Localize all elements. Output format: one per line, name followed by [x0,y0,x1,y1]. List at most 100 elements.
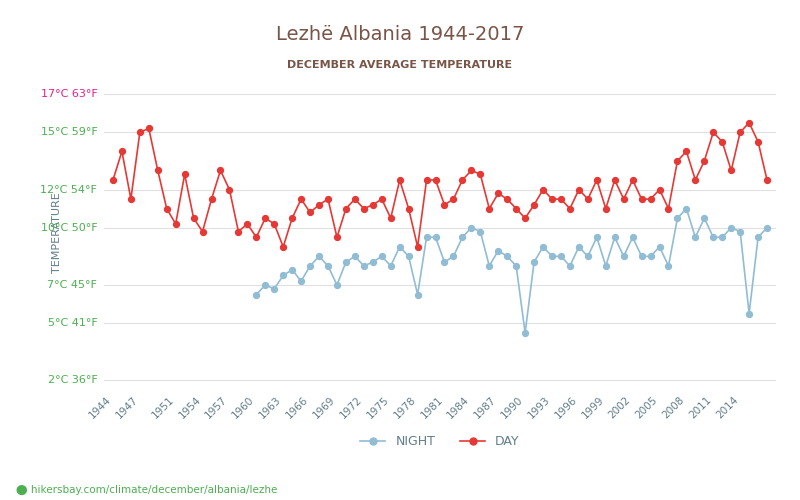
Point [742,310,755,318]
Point [501,195,514,203]
Point [680,148,693,156]
Point [170,220,182,228]
Point [259,214,272,222]
Point [608,234,621,241]
Point [322,195,334,203]
Text: 12°C 54°F: 12°C 54°F [41,184,98,194]
Point [510,262,522,270]
Text: 15°C 59°F: 15°C 59°F [41,128,98,138]
Point [259,281,272,289]
Point [241,220,254,228]
Point [573,243,586,251]
Point [313,201,326,209]
Point [277,243,290,251]
Point [178,170,191,178]
Point [214,166,227,174]
Point [223,186,236,194]
Point [286,214,298,222]
Point [635,195,648,203]
Point [205,195,218,203]
Point [160,204,173,212]
Point [671,214,684,222]
Point [644,252,657,260]
Point [492,190,505,198]
Point [734,228,746,235]
Point [742,118,755,126]
Point [339,204,352,212]
Point [447,195,460,203]
Text: 17°C 63°F: 17°C 63°F [41,89,98,99]
Point [474,170,486,178]
Point [510,204,522,212]
Point [366,258,379,266]
Point [582,252,594,260]
Point [653,186,666,194]
Point [286,266,298,274]
Point [680,204,693,212]
Point [447,252,460,260]
Text: 2°C 36°F: 2°C 36°F [47,376,98,386]
Point [689,176,702,184]
Point [187,214,200,222]
Point [483,204,496,212]
Point [438,201,451,209]
Point [698,157,710,165]
Point [375,252,388,260]
Point [465,224,478,232]
Point [752,234,765,241]
Point [330,234,343,241]
Point [752,138,765,146]
Point [456,176,469,184]
Point [582,195,594,203]
Point [590,176,603,184]
Point [671,157,684,165]
Point [707,128,720,136]
Point [626,176,639,184]
Point [313,252,326,260]
Point [716,138,729,146]
Point [304,208,317,216]
Point [420,176,433,184]
Point [268,220,281,228]
Text: DECEMBER AVERAGE TEMPERATURE: DECEMBER AVERAGE TEMPERATURE [287,60,513,70]
Point [689,234,702,241]
Point [518,328,531,336]
Point [134,128,146,136]
Point [537,186,550,194]
Point [599,262,612,270]
Point [725,224,738,232]
Point [196,228,209,235]
Point [698,214,710,222]
Point [106,176,119,184]
Text: 7°C 45°F: 7°C 45°F [47,280,98,290]
Point [358,204,370,212]
Point [635,252,648,260]
Point [339,258,352,266]
Legend: NIGHT, DAY: NIGHT, DAY [355,430,525,453]
Text: ⬤ hikersbay.com/climate/december/albania/lezhe: ⬤ hikersbay.com/climate/december/albania… [16,485,278,495]
Point [142,124,155,132]
Point [294,195,307,203]
Point [456,234,469,241]
Point [662,262,675,270]
Point [653,243,666,251]
Point [465,166,478,174]
Text: 5°C 41°F: 5°C 41°F [47,318,98,328]
Point [573,186,586,194]
Point [429,234,442,241]
Point [115,148,128,156]
Point [384,262,397,270]
Point [546,195,558,203]
Point [546,252,558,260]
Point [537,243,550,251]
Point [554,252,567,260]
Point [518,214,531,222]
Point [384,214,397,222]
Point [474,228,486,235]
Point [438,258,451,266]
Point [483,262,496,270]
Point [349,252,362,260]
Point [411,243,424,251]
Point [554,195,567,203]
Point [644,195,657,203]
